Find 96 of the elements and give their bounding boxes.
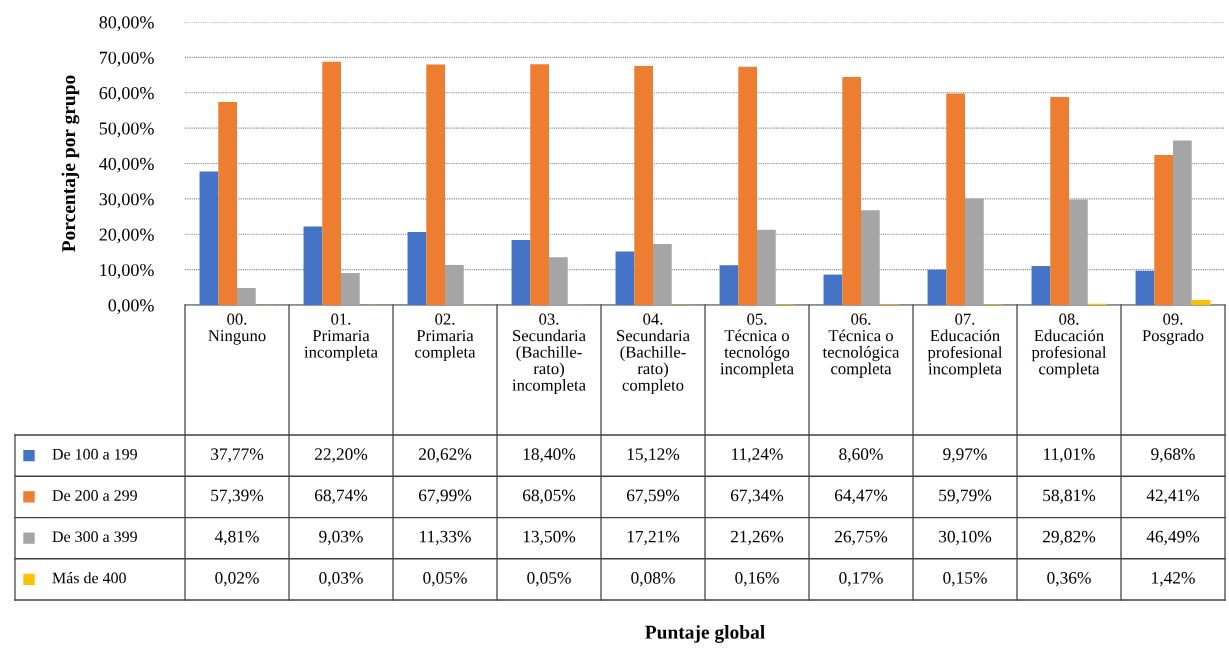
y-tick-label: 30,00% xyxy=(99,193,154,208)
y-tick-label: 20,00% xyxy=(99,228,154,244)
data-label: 37,77% xyxy=(211,448,264,463)
x-tick-label: 01. Primaria incompleta xyxy=(304,313,378,362)
bar xyxy=(1031,266,1051,305)
data-label: 22,20% xyxy=(315,448,368,463)
bar xyxy=(1191,299,1211,305)
x-tick-label: 03. Secundaria (Bachille- rato) incompleta xyxy=(512,313,586,395)
data-label: 8,60% xyxy=(839,448,883,463)
data-label: 9,97% xyxy=(943,448,987,463)
data-label: 11,01% xyxy=(1044,448,1095,463)
bar xyxy=(719,265,739,305)
data-label: 15,12% xyxy=(627,448,680,463)
data-label: 0,15% xyxy=(943,572,987,587)
data-label: 68,74% xyxy=(314,489,368,504)
bar xyxy=(965,198,984,305)
legend-label: Más de 400 xyxy=(52,572,126,584)
bar xyxy=(530,64,549,305)
bar xyxy=(1154,154,1173,305)
y-tick-label: 10,00% xyxy=(100,263,154,279)
x-tick-label: 06. Técnica o tecnológica completa xyxy=(822,313,900,378)
data-label: 9,03% xyxy=(319,530,363,545)
data-label: 46,49% xyxy=(1146,530,1200,545)
bar xyxy=(1050,96,1069,305)
text: Puntaje global xyxy=(645,625,765,643)
data-label: 67,99% xyxy=(418,489,472,504)
bar xyxy=(341,273,360,305)
bar xyxy=(237,287,256,305)
data-label: 30,10% xyxy=(939,530,992,545)
data-label: 0,17% xyxy=(839,572,883,587)
bar xyxy=(927,269,947,305)
bar xyxy=(426,64,445,305)
bar xyxy=(322,61,341,305)
bar xyxy=(738,66,757,305)
bar xyxy=(445,264,464,305)
y-tick-label: 80,00% xyxy=(99,16,154,32)
y-tick-label: 0,00% xyxy=(108,299,154,315)
data-label: 9,68% xyxy=(1151,448,1195,463)
bar xyxy=(946,93,965,305)
bar xyxy=(218,101,237,305)
x-tick-label: 07. Educación profesional incompleta xyxy=(927,313,1003,378)
x-tick-label: 00. Ninguno xyxy=(208,313,266,345)
data-label: 11,24% xyxy=(732,448,783,463)
legend-label: De 200 a 299 xyxy=(52,490,137,501)
data-label: 0,02% xyxy=(215,572,259,587)
x-tick-label: 08. Educación profesional completa xyxy=(1031,313,1107,378)
y-tick-label: 40,00% xyxy=(99,157,154,173)
bar xyxy=(1135,270,1155,305)
data-label: 17,21% xyxy=(627,530,680,545)
data-label: 0,03% xyxy=(319,572,363,587)
data-label: 29,82% xyxy=(1043,530,1096,545)
data-label: 57,39% xyxy=(211,489,264,504)
data-label: 58,81% xyxy=(1043,489,1096,504)
bar xyxy=(199,171,219,305)
data-label: 21,26% xyxy=(731,530,784,545)
data-label: 0,16% xyxy=(735,572,779,587)
data-label: 0,08% xyxy=(631,572,675,587)
x-tick-label: 09. Posgrado xyxy=(1142,313,1204,345)
bar xyxy=(757,229,776,305)
bar xyxy=(634,65,653,305)
y-tick-label: 60,00% xyxy=(99,87,154,102)
data-label: 42,41% xyxy=(1146,489,1200,504)
bar xyxy=(511,239,531,305)
bar xyxy=(615,251,635,305)
data-label: 1,42% xyxy=(1152,572,1195,587)
bar xyxy=(407,232,427,305)
legend-label: De 300 a 399 xyxy=(52,531,137,543)
data-label: 26,75% xyxy=(835,530,888,545)
bar xyxy=(653,244,672,305)
data-label: 4,81% xyxy=(214,530,259,545)
data-label: 64,47% xyxy=(834,489,888,504)
data-label: 67,59% xyxy=(626,489,680,504)
data-label: 13,50% xyxy=(523,530,576,545)
bar xyxy=(1069,199,1088,305)
data-label: 0,05% xyxy=(527,572,571,587)
bar xyxy=(823,274,843,305)
data-label: 20,62% xyxy=(419,448,472,463)
bar xyxy=(861,210,880,305)
data-label: 68,05% xyxy=(522,489,576,504)
bar xyxy=(303,226,323,305)
data-label: 67,34% xyxy=(730,489,784,504)
data-label: 59,79% xyxy=(939,489,992,504)
bar xyxy=(549,257,568,305)
y-tick-label: 50,00% xyxy=(99,122,154,138)
data-label: 0,36% xyxy=(1047,572,1091,587)
bar xyxy=(1173,140,1192,305)
x-tick-label: 04. Secundaria (Bachille- rato) completo xyxy=(617,313,690,395)
bar xyxy=(842,76,861,305)
legend-label: De 100 a 199 xyxy=(52,448,137,460)
y-axis-title: Porcentaje por grupo xyxy=(61,75,80,252)
data-label: 11,33% xyxy=(420,530,471,545)
x-tick-label: 05. Técnica o tecnológo incompleta xyxy=(720,313,794,378)
y-tick-label: 70,00% xyxy=(99,51,154,67)
data-label: 18,40% xyxy=(523,448,576,463)
data-label: 0,05% xyxy=(423,572,467,587)
x-tick-label: 02. Primaria completa xyxy=(415,313,476,362)
